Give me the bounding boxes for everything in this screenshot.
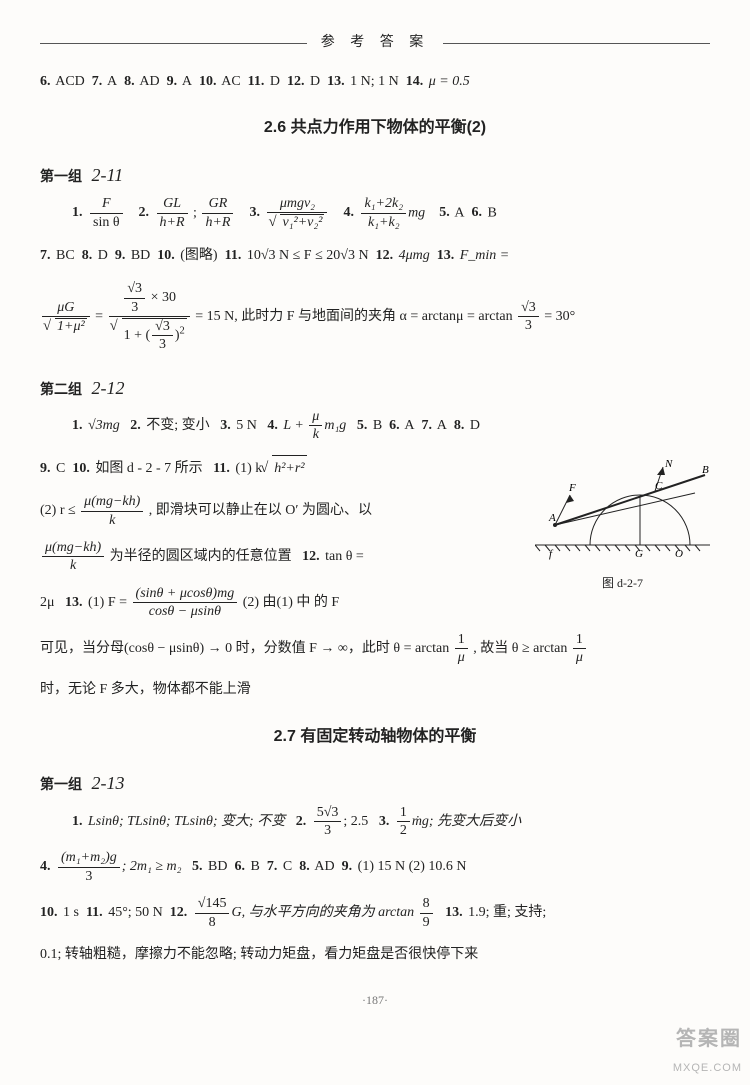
g213-line3: 10. 1 s 11. 45°; 50 N 12. √1458G, 与水平方向的… bbox=[40, 896, 710, 930]
n6: 6. bbox=[472, 205, 483, 220]
frac-F-sin: Fsin θ bbox=[90, 196, 123, 230]
frac-big: √33 × 30 1 + (√33)2 bbox=[109, 281, 190, 353]
n5: 5. bbox=[439, 205, 450, 220]
group213-head: 第一组 bbox=[40, 776, 82, 792]
q6-ans: ACD bbox=[55, 74, 85, 89]
q9-ans: A bbox=[182, 74, 192, 89]
q7-num: 7. bbox=[92, 74, 103, 89]
q14-num: 14. bbox=[406, 74, 424, 89]
g213-line1: 1. Lsinθ; TLsinθ; TLsinθ; 变大; 不变 2. 5√33… bbox=[40, 805, 710, 839]
g211-bigexpr: μG 1+μ² = √33 × 30 1 + (√33)2 = 15 N, 此时… bbox=[40, 281, 710, 353]
frac-GL: GLh+R bbox=[157, 196, 188, 230]
svg-text:C: C bbox=[655, 480, 663, 492]
topline-answers: 6. ACD 7. A 8. AD 9. A 10. AC 11. D 12. … bbox=[40, 69, 710, 96]
diagram-svg: A F N B C f G O bbox=[535, 455, 710, 565]
svg-text:A: A bbox=[548, 512, 556, 524]
q10-ans: AC bbox=[221, 74, 240, 89]
group-2-12: 第二组 2-12 bbox=[40, 371, 710, 405]
g213-line2: 4. (m₁+m₂)g3; 2m₁ ≥ m₂ 5. BD 6. B 7. C 8… bbox=[40, 850, 710, 884]
fig-caption: 图 d-2-7 bbox=[535, 572, 710, 595]
watermark-url: MXQE.COM bbox=[673, 1058, 742, 1079]
section-2-7-title: 2.7 有固定转动轴物体的平衡 bbox=[40, 722, 710, 752]
watermark: 答案圈 MXQE.COM bbox=[673, 1020, 742, 1079]
group2-head: 第二组 bbox=[40, 381, 82, 397]
figure-d-2-7: A F N B C f G O 图 d-2-7 bbox=[535, 455, 710, 596]
group2-num: 2-12 bbox=[92, 378, 125, 398]
svg-text:O: O bbox=[675, 548, 683, 560]
g211-line1: 1. Fsin θ 2. GLh+R ; GRh+R 3. μmgv₂v₁²+v… bbox=[40, 196, 710, 231]
group1-num: 2-11 bbox=[92, 165, 124, 185]
group-2-11: 第一组 2-11 bbox=[40, 158, 710, 192]
section-2-6-title: 2.6 共点力作用下物体的平衡(2) bbox=[40, 113, 710, 143]
q8-num: 8. bbox=[124, 74, 135, 89]
q9-num: 9. bbox=[167, 74, 178, 89]
g211-line2: 7. BC 8. D 9. BD 10. (图略) 11. 10√3 N ≤ F… bbox=[40, 243, 710, 270]
q7-ans: A bbox=[107, 74, 117, 89]
frac-mumgv: μmgv₂v₁²+v₂² bbox=[267, 196, 327, 231]
page-number: ·187· bbox=[40, 989, 710, 1012]
rule-left bbox=[40, 43, 307, 44]
q14-ans: μ = 0.5 bbox=[429, 74, 470, 89]
q13-ans: 1 N; 1 N bbox=[350, 74, 399, 89]
g212-line1: 1. √3mg 2. 不变; 变小 3. 5 N 4. L + μkm₁g 5.… bbox=[40, 409, 710, 443]
svg-text:B: B bbox=[702, 464, 709, 476]
header-rule: 参 考 答 案 bbox=[40, 30, 710, 57]
q11-num: 11. bbox=[248, 74, 265, 89]
q11-ans: D bbox=[270, 74, 280, 89]
g212-line5: 时，无论 F 多大，物体都不能上滑 bbox=[40, 677, 710, 704]
watermark-title: 答案圈 bbox=[673, 1020, 742, 1058]
frac-GR: GRh+R bbox=[202, 196, 233, 230]
svg-text:f: f bbox=[549, 548, 554, 560]
n3: 3. bbox=[249, 205, 260, 220]
n1: 1. bbox=[72, 205, 83, 220]
svg-text:F: F bbox=[568, 482, 576, 494]
q12-num: 12. bbox=[287, 74, 305, 89]
group213-num: 2-13 bbox=[92, 773, 125, 793]
q6-num: 6. bbox=[40, 74, 51, 89]
frac-muG: μG 1+μ² bbox=[42, 300, 90, 335]
frac-k: k₁+2k₂k₁+k₂ bbox=[361, 196, 406, 230]
header-label: 参 考 答 案 bbox=[321, 30, 430, 57]
q13-num: 13. bbox=[327, 74, 345, 89]
q12-ans: D bbox=[310, 74, 320, 89]
g213-line4: 0.1; 转轴粗糙，摩擦力不能忽略; 转动力矩盘，看力矩盘是否很快停下来 bbox=[40, 942, 710, 969]
q8-ans: AD bbox=[139, 74, 159, 89]
n2: 2. bbox=[139, 205, 150, 220]
group1-head: 第一组 bbox=[40, 168, 82, 184]
svg-text:N: N bbox=[664, 458, 673, 470]
q10-num: 10. bbox=[199, 74, 217, 89]
group-2-13: 第一组 2-13 bbox=[40, 766, 710, 800]
g212-line4: 可见，当分母(cosθ − μsinθ) → 0 时，分数值 F → ∞，此时 … bbox=[40, 632, 710, 666]
svg-text:G: G bbox=[635, 548, 643, 560]
rule-right bbox=[443, 43, 710, 44]
n4: 4. bbox=[343, 205, 354, 220]
